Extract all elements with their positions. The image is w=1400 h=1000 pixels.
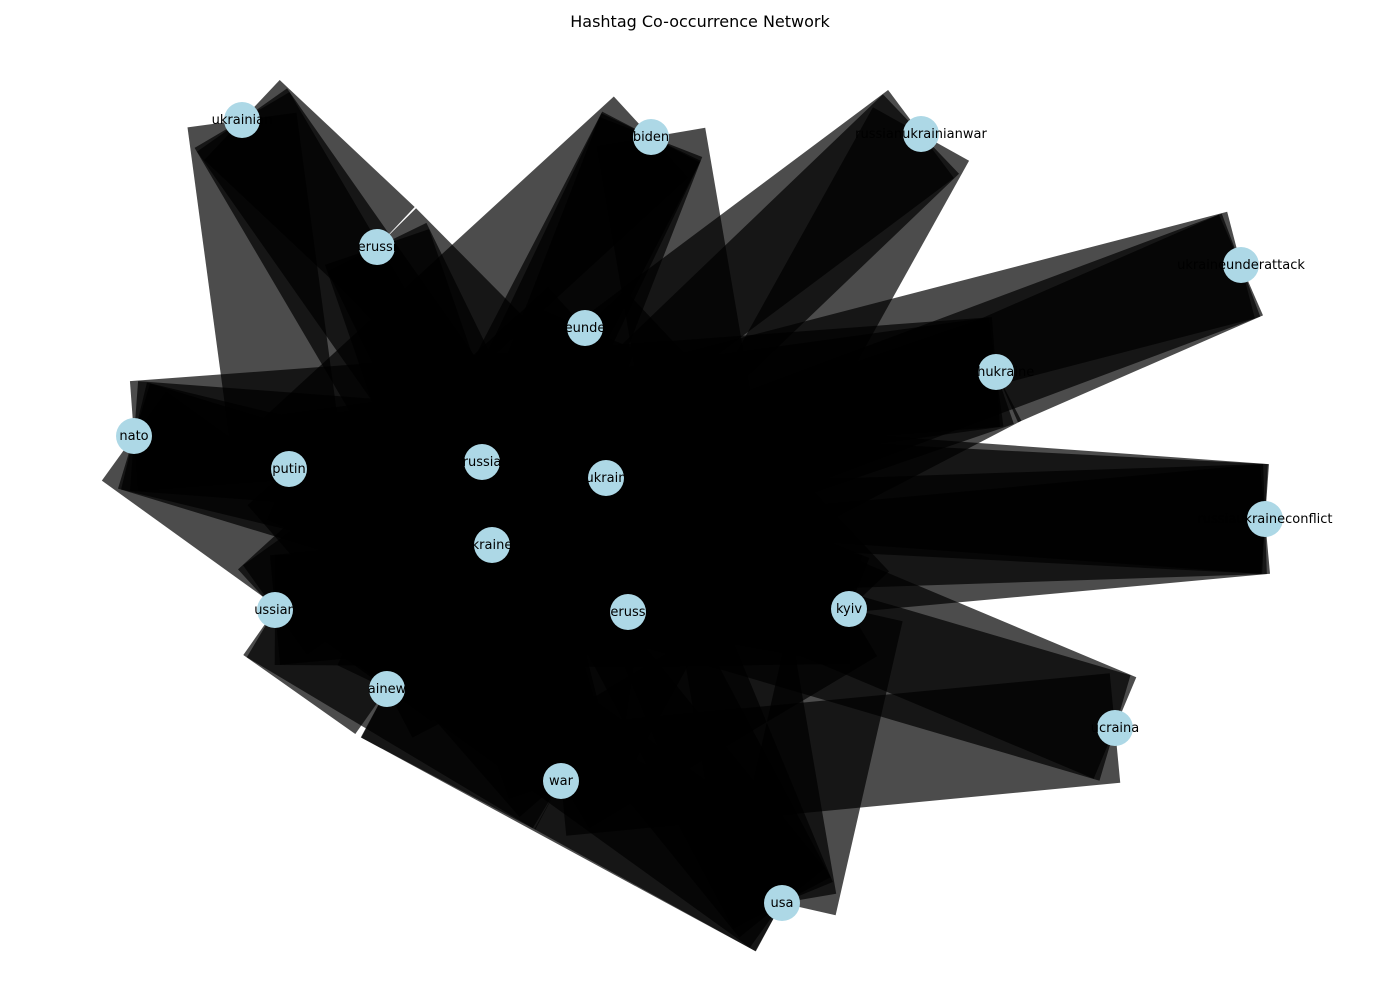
node-circle-standwithukraine bbox=[978, 354, 1014, 390]
node-label-putin: putin bbox=[272, 462, 305, 477]
node-circle-ukraine bbox=[474, 527, 510, 563]
node-usa[interactable]: usa bbox=[764, 885, 800, 921]
node-circle-usa bbox=[764, 885, 800, 921]
node-label-ukraineunder: eunde bbox=[565, 321, 606, 336]
node-label-ukraine: kraine bbox=[472, 538, 513, 553]
node-label-standwithrussia: erussi bbox=[358, 240, 397, 255]
node-russia[interactable]: russia bbox=[463, 444, 502, 480]
edge-ucraina-russia bbox=[460, 411, 1137, 779]
node-circle-biden bbox=[633, 119, 669, 155]
node-circle-russiaukraineconflict bbox=[1247, 501, 1283, 537]
node-putin[interactable]: putin bbox=[271, 451, 307, 487]
node-label-usa: usa bbox=[771, 896, 794, 911]
node-ukraine[interactable]: kraine bbox=[472, 527, 513, 563]
node-circle-putin bbox=[271, 451, 307, 487]
node-circle-russianukrainianwar bbox=[903, 116, 939, 152]
edge-ukrainian-standwithrussia bbox=[204, 79, 415, 288]
node-circle-ukraineunder bbox=[567, 310, 603, 346]
node-circle-kyiv bbox=[831, 591, 867, 627]
node-label-ukrainian: ukrainian bbox=[212, 113, 273, 128]
node-label-standwithukraine: withukraine bbox=[958, 365, 1035, 380]
node-kyiv[interactable]: kyiv bbox=[831, 591, 867, 627]
node-biden[interactable]: biden bbox=[633, 119, 669, 155]
node-circle-russian bbox=[257, 592, 293, 628]
node-label-russian: ussian bbox=[254, 603, 296, 618]
node-war[interactable]: war bbox=[543, 763, 579, 799]
node-label-ukrain: ukrain bbox=[586, 471, 627, 486]
node-circle-ukraineunderattack bbox=[1223, 247, 1259, 283]
node-ucraina[interactable]: ucraina bbox=[1091, 710, 1140, 746]
node-label-nato: nato bbox=[119, 429, 148, 444]
node-standwithrussia[interactable]: erussi bbox=[358, 229, 397, 265]
node-russianukrainianwar[interactable]: russianukrainianwar bbox=[855, 116, 987, 152]
node-circle-ucraina bbox=[1097, 710, 1133, 746]
node-russiaukraineconflict[interactable]: russiaukraineconflict bbox=[1197, 501, 1333, 537]
node-stoprussia[interactable]: eruss bbox=[610, 594, 646, 630]
node-label-ukrainewar: ainew bbox=[368, 682, 407, 697]
node-circle-ukrain bbox=[588, 460, 624, 496]
node-circle-nato bbox=[116, 418, 152, 454]
node-label-biden: biden bbox=[633, 130, 669, 145]
node-circle-ukrainian bbox=[224, 102, 260, 138]
node-label-ukraineunderattack: ukraineunderattack bbox=[1177, 258, 1305, 273]
node-label-war: war bbox=[549, 774, 574, 789]
node-circle-ukrainewar bbox=[369, 671, 405, 707]
node-ukraineunderattack[interactable]: ukraineunderattack bbox=[1177, 247, 1305, 283]
node-nato[interactable]: nato bbox=[116, 418, 152, 454]
node-label-kyiv: kyiv bbox=[836, 602, 862, 617]
node-ukraineunder[interactable]: eunde bbox=[565, 310, 606, 346]
node-circle-war bbox=[543, 763, 579, 799]
node-circle-stoprussia bbox=[610, 594, 646, 630]
node-label-ucraina: ucraina bbox=[1091, 721, 1140, 736]
node-label-russiaukraineconflict: russiaukraineconflict bbox=[1197, 512, 1332, 527]
node-label-stoprussia: eruss bbox=[610, 605, 645, 620]
node-ukrainian[interactable]: ukrainian bbox=[212, 102, 273, 138]
node-label-russianukrainianwar: russianukrainianwar bbox=[855, 127, 987, 142]
edges-layer bbox=[101, 79, 1271, 952]
node-ukrain[interactable]: ukrain bbox=[586, 460, 627, 496]
node-ukrainewar[interactable]: ainew bbox=[368, 671, 407, 707]
node-circle-standwithrussia bbox=[359, 229, 395, 265]
figure-title: Hashtag Co-occurrence Network bbox=[570, 12, 830, 31]
node-standwithukraine[interactable]: withukraine bbox=[958, 354, 1035, 390]
node-label-russia: russia bbox=[463, 455, 502, 470]
edge-war-usa bbox=[534, 732, 809, 952]
node-circle-russia bbox=[464, 444, 500, 480]
node-russian[interactable]: ussian bbox=[254, 592, 296, 628]
